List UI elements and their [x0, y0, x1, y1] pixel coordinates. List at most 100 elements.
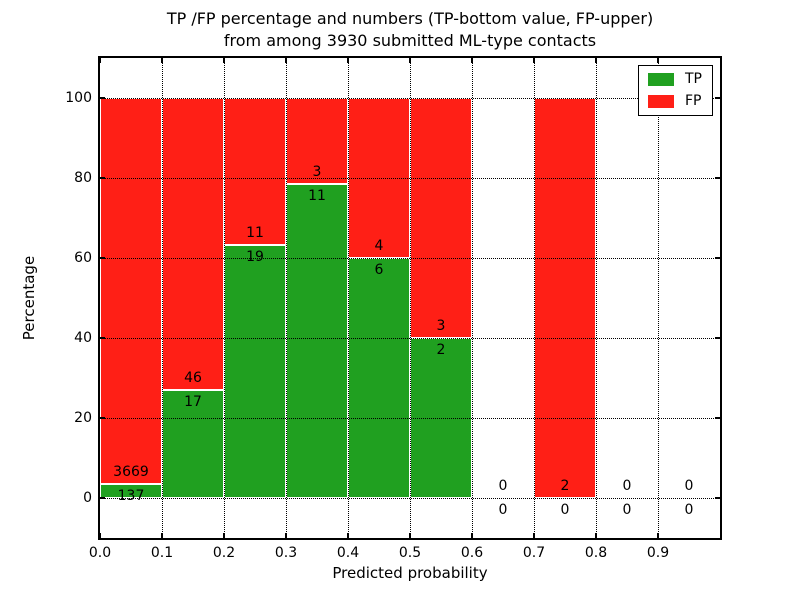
x-tickmark-bottom [657, 533, 659, 538]
legend-label-fp: FP [685, 93, 702, 109]
y-tick-label: 100 [65, 90, 92, 106]
bar-count-label-tp: 2 [436, 342, 446, 358]
legend-label-tp: TP [685, 71, 702, 87]
chart-title-line1: TP /FP percentage and numbers (TP-bottom… [166, 9, 654, 28]
x-gridline [224, 58, 225, 538]
x-tick-label: 0.6 [460, 545, 484, 561]
bar-count-label-tp: 17 [184, 394, 202, 411]
bar-count-label-fp: 0 [684, 478, 694, 494]
x-tick-label: 0.2 [212, 545, 236, 561]
x-tick-label: 0.0 [88, 545, 112, 561]
bar-count-label-tp: 19 [246, 248, 264, 265]
bar-count-label-tp: 0 [560, 502, 570, 518]
bar-segment-tp [162, 390, 224, 498]
x-tickmark-bottom [223, 533, 225, 538]
bar-segment-tp [286, 183, 348, 498]
bar-segment-fp [162, 98, 224, 391]
legend-entry-tp: TP [648, 72, 702, 87]
x-tickmark-top [595, 58, 597, 63]
x-tickmark-bottom [99, 533, 101, 538]
bar-count-label-tp: 0 [684, 502, 694, 518]
x-gridline [286, 58, 287, 538]
chart-title: TP /FP percentage and numbers (TP-bottom… [100, 8, 720, 52]
y-tick-label: 80 [74, 170, 92, 186]
x-tick-label: 0.4 [336, 545, 360, 561]
bar-segment-fp [534, 98, 596, 498]
bar-count-label-fp: 3669 [113, 463, 149, 480]
x-tickmark-top [347, 58, 349, 63]
bar-segment-tp [224, 244, 286, 498]
x-tickmark-top [533, 58, 535, 63]
y-tickmark-left [100, 337, 105, 339]
x-tick-label: 0.9 [646, 545, 670, 561]
x-tickmark-top [161, 58, 163, 63]
y-tickmark-right [715, 417, 720, 419]
bar-count-label-fp: 0 [622, 478, 632, 494]
bar-count-label-tp: 0 [622, 502, 632, 518]
bar-count-label-fp: 4 [374, 238, 384, 254]
bar-count-label-tp: 11 [308, 187, 326, 204]
x-gridline [658, 58, 659, 538]
x-tickmark-bottom [285, 533, 287, 538]
x-gridline [472, 58, 473, 538]
x-gridline [410, 58, 411, 538]
bar-count-label-fp: 2 [560, 478, 570, 494]
y-axis-label: Percentage [20, 255, 38, 341]
legend-entry-fp: FP [648, 94, 702, 109]
y-tickmark-right [715, 337, 720, 339]
y-tickmark-right [715, 97, 720, 99]
x-tickmark-top [409, 58, 411, 63]
y-tickmark-right [715, 497, 720, 499]
x-axis-label: Predicted probability [332, 564, 488, 582]
x-gridline [534, 58, 535, 538]
bar-count-label-tp: 6 [374, 262, 384, 278]
x-tickmark-top [223, 58, 225, 63]
plot-area: TP FP 3669 137 46 17 11 19 3 11 4 6 3 2 0 0 2 0 0 0 0 0 [98, 56, 722, 540]
x-tickmark-bottom [347, 533, 349, 538]
y-tickmark-left [100, 257, 105, 259]
bar-count-label-fp: 3 [436, 318, 446, 334]
x-tickmark-bottom [595, 533, 597, 538]
y-tickmark-left [100, 177, 105, 179]
bar-segment-fp [224, 98, 286, 245]
bar-count-label-fp: 11 [246, 224, 264, 241]
y-tick-label: 20 [74, 410, 92, 426]
x-tick-label: 0.5 [398, 545, 422, 561]
y-tickmark-right [715, 177, 720, 179]
y-tick-label: 0 [83, 490, 92, 506]
y-tick-label: 40 [74, 330, 92, 346]
x-tickmark-top [285, 58, 287, 63]
x-gridline [162, 58, 163, 538]
x-tickmark-top [471, 58, 473, 63]
bar-segment-fp [100, 98, 162, 484]
x-gridline [348, 58, 349, 538]
y-tickmark-right [715, 257, 720, 259]
bar-count-label-fp: 3 [312, 163, 322, 180]
x-tick-label: 0.3 [274, 545, 298, 561]
y-tickmark-left [100, 97, 105, 99]
bar-segment-tp [100, 483, 162, 498]
bar-segment-tp [348, 258, 410, 498]
legend-swatch-fp-icon [648, 95, 674, 108]
x-tick-label: 0.7 [522, 545, 546, 561]
x-tickmark-bottom [471, 533, 473, 538]
bar-count-label-tp: 0 [498, 502, 508, 518]
x-tickmark-top [657, 58, 659, 63]
x-gridline [596, 58, 597, 538]
x-tickmark-bottom [533, 533, 535, 538]
y-tick-label: 60 [74, 250, 92, 266]
x-tickmark-bottom [409, 533, 411, 538]
x-tickmark-bottom [161, 533, 163, 538]
legend: TP FP [638, 65, 713, 116]
x-tickmark-top [99, 58, 101, 63]
x-tick-label: 0.8 [584, 545, 608, 561]
y-tickmark-left [100, 497, 105, 499]
bar-count-label-tp: 137 [117, 487, 145, 504]
bar-count-label-fp: 46 [184, 370, 202, 387]
y-tickmark-left [100, 417, 105, 419]
bar-segment-fp [410, 98, 472, 338]
legend-swatch-tp-icon [648, 73, 674, 86]
x-tick-label: 0.1 [150, 545, 174, 561]
bar-count-label-fp: 0 [498, 478, 508, 494]
